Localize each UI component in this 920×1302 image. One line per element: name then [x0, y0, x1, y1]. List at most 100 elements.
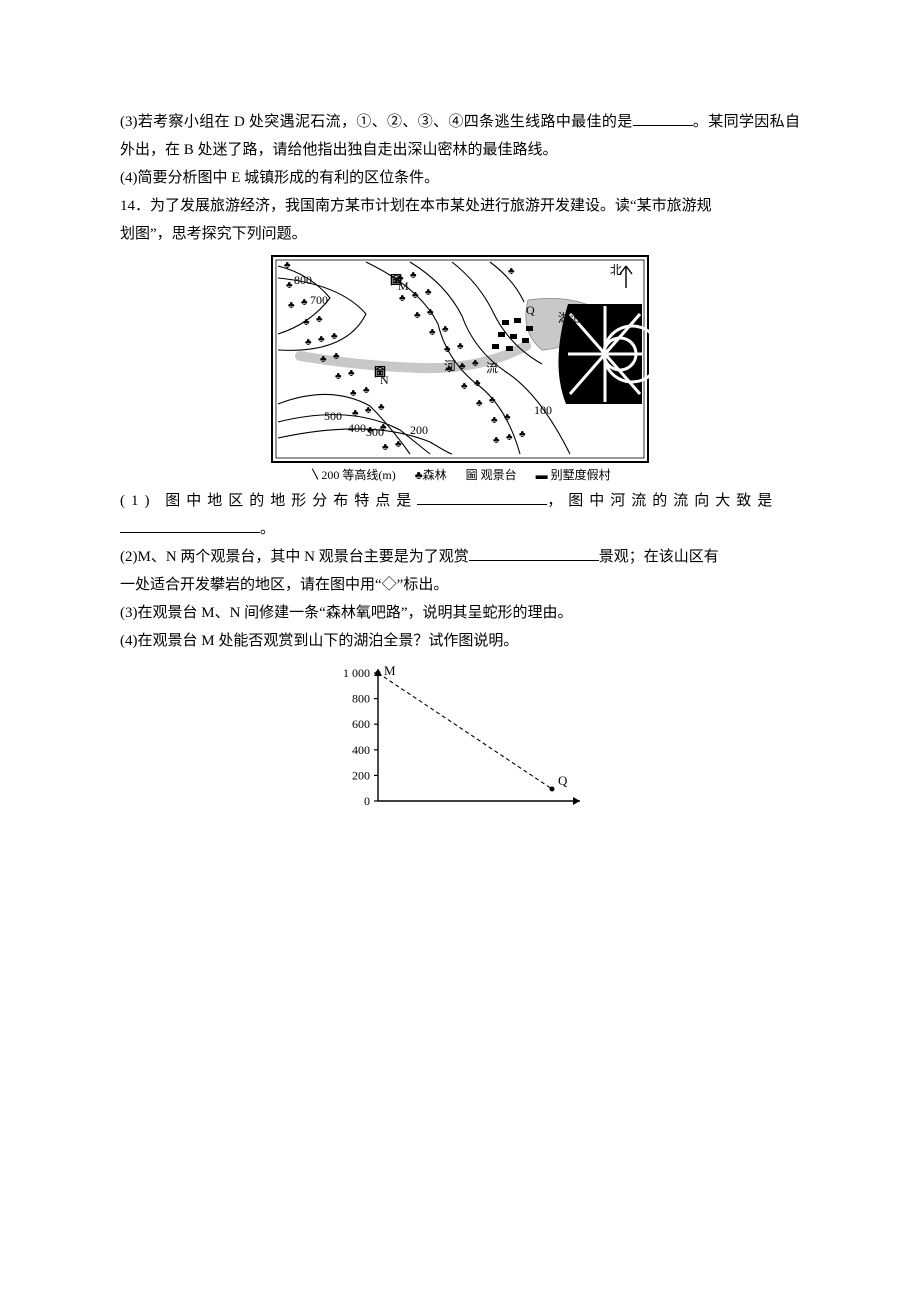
- q14-p2a-text: (2)M、N 两个观景台，其中 N 观景台主要是为了观赏: [120, 549, 469, 565]
- map-legend: 〵200 等高线(m) ♣森林 圙 观景台 ▬ 别墅度假村: [270, 466, 650, 483]
- map-figure: ♣ ♣ ♣ ♣ ♣ ♣ ♣ ♣ ♣ ♣ ♣ ♣ ♣ ♣ ♣ ♣ ♣ ♣ ♣ ♣ ♣ ♣ ♣ ♣ ♣ ♣ ♣ ♣ ♣ ♣ ♣ ♣ ♣ ♣ ♣ ♣ ♣ ♣ ♣ ♣…: [270, 254, 650, 483]
- q14-p4-text: (4)在观景台 M 处能否观赏到山下的湖泊全景？试作图说明。: [120, 633, 518, 649]
- legend-villa-text: 别墅度假村: [551, 468, 611, 482]
- q13-p4-text: (4)简要分析图中 E 城镇形成的有利的区位条件。: [120, 170, 439, 186]
- svg-text:♣: ♣: [461, 381, 468, 392]
- chart-figure-wrap: 0 200 400 600 800 1 000 M Q: [120, 661, 800, 826]
- q14-p1-line2: 。: [120, 515, 800, 543]
- svg-text:400: 400: [352, 743, 370, 757]
- svg-text:0: 0: [364, 794, 370, 808]
- svg-text:1 000: 1 000: [343, 666, 370, 680]
- svg-text:♣: ♣: [365, 405, 372, 416]
- svg-text:200: 200: [410, 423, 428, 437]
- svg-text:♣: ♣: [410, 270, 417, 281]
- svg-text:800: 800: [294, 273, 312, 287]
- svg-text:♣: ♣: [459, 361, 466, 372]
- svg-text:♣: ♣: [348, 368, 355, 379]
- svg-text:♣: ♣: [474, 378, 481, 389]
- svg-text:♣: ♣: [412, 290, 419, 301]
- q14-p1-blank1: [417, 487, 547, 505]
- q14-intro2-text: 划图”，思考探究下列问题。: [120, 226, 307, 242]
- q13-p3-text-a: (3)若考察小组在 D 处突遇泥石流，①、②、③、④四条逃生线路中最佳的是: [120, 114, 633, 130]
- svg-text:♣: ♣: [363, 385, 370, 396]
- q14-p2-line2: 一处适合开发攀岩的地区，请在图中用“◇”标出。: [120, 571, 800, 599]
- svg-text:♣: ♣: [504, 412, 511, 423]
- legend-contour: 〵200 等高线(m): [309, 466, 395, 483]
- svg-text:600: 600: [352, 717, 370, 731]
- svg-text:♣: ♣: [429, 327, 436, 338]
- svg-text:♣: ♣: [442, 324, 449, 335]
- q13-p3: (3)若考察小组在 D 处突遇泥石流，①、②、③、④四条逃生线路中最佳的是。某同…: [120, 108, 800, 164]
- q13-p4: (4)简要分析图中 E 城镇形成的有利的区位条件。: [120, 164, 800, 192]
- svg-text:♣: ♣: [288, 300, 295, 311]
- svg-text:北: 北: [610, 263, 622, 277]
- svg-text:湖泊: 湖泊: [558, 310, 582, 325]
- legend-viewpoint-text: 观景台: [481, 468, 517, 482]
- q14-p2c-text: 一处适合开发攀岩的地区，请在图中用“◇”标出。: [120, 577, 448, 593]
- q14-p4: (4)在观景台 M 处能否观赏到山下的湖泊全景？试作图说明。: [120, 627, 800, 655]
- svg-text:♣: ♣: [519, 429, 526, 440]
- svg-text:♣: ♣: [427, 307, 434, 318]
- legend-villa: ▬ 别墅度假村: [536, 466, 611, 483]
- svg-text:400: 400: [348, 421, 366, 435]
- svg-text:♣: ♣: [318, 334, 325, 345]
- svg-text:700: 700: [310, 293, 328, 307]
- svg-text:♣: ♣: [303, 317, 310, 328]
- svg-text:♣: ♣: [382, 442, 389, 453]
- svg-text:500: 500: [324, 409, 342, 423]
- svg-text:♣: ♣: [284, 260, 291, 271]
- svg-text:N: N: [380, 373, 389, 387]
- svg-text:♣: ♣: [286, 280, 293, 291]
- q14-intro1-text: 14．为了发展旅游经济，我国南方某市计划在本市某处进行旅游开发建设。读“某市旅游…: [120, 198, 712, 214]
- q14-p1c-text: 。: [260, 521, 275, 537]
- q14-p1-blank2: [120, 515, 260, 533]
- chart-figure: 0 200 400 600 800 1 000 M Q: [330, 661, 590, 821]
- svg-text:♣: ♣: [489, 395, 496, 406]
- svg-text:Q: Q: [526, 303, 535, 317]
- svg-text:200: 200: [352, 768, 370, 782]
- svg-text:♣: ♣: [508, 266, 515, 277]
- legend-viewpoint: 圙 观景台: [466, 466, 517, 483]
- svg-text:♣: ♣: [425, 287, 432, 298]
- svg-text:♣: ♣: [335, 371, 342, 382]
- svg-text:♣: ♣: [331, 331, 338, 342]
- q14-intro1: 14．为了发展旅游经济，我国南方某市计划在本市某处进行旅游开发建设。读“某市旅游…: [120, 192, 800, 220]
- q14-p2-line1: (2)M、N 两个观景台，其中 N 观景台主要是为了观赏 景观；在该山区有: [120, 543, 800, 571]
- svg-text:♣: ♣: [395, 439, 402, 450]
- svg-text:♣: ♣: [493, 435, 500, 446]
- svg-text:♣: ♣: [491, 415, 498, 426]
- map-svg: ♣ ♣ ♣ ♣ ♣ ♣ ♣ ♣ ♣ ♣ ♣ ♣ ♣ ♣ ♣ ♣ ♣ ♣ ♣ ♣ ♣ ♣ ♣ ♣ ♣ ♣ ♣ ♣ ♣ ♣ ♣ ♣ ♣ ♣ ♣ ♣ ♣ ♣ ♣ ♣…: [270, 254, 650, 464]
- q14-p1-line1: (1) 图中地区的地形分布特点是 ，图中河流的流向大致是: [120, 487, 800, 515]
- legend-forest-text: 森林: [423, 468, 447, 482]
- q14-p2b-text: 景观；在该山区有: [599, 549, 719, 565]
- svg-text:♣: ♣: [476, 398, 483, 409]
- svg-text:♣: ♣: [301, 297, 308, 308]
- q14-p3: (3)在观景台 M、N 间修建一条“森林氧吧路”，说明其呈蛇形的理由。: [120, 599, 800, 627]
- svg-text:河: 河: [444, 359, 456, 373]
- svg-text:♣: ♣: [352, 408, 359, 419]
- q14-p1b-text: ，图中河流的流向大致是: [547, 493, 778, 509]
- svg-text:800: 800: [352, 692, 370, 706]
- map-figure-wrap: ♣ ♣ ♣ ♣ ♣ ♣ ♣ ♣ ♣ ♣ ♣ ♣ ♣ ♣ ♣ ♣ ♣ ♣ ♣ ♣ ♣ ♣ ♣ ♣ ♣ ♣ ♣ ♣ ♣ ♣ ♣ ♣ ♣ ♣ ♣ ♣ ♣ ♣ ♣ ♣…: [120, 254, 800, 483]
- q14-intro2: 划图”，思考探究下列问题。: [120, 220, 800, 248]
- svg-text:♣: ♣: [457, 341, 464, 352]
- legend-contour-text: 200 等高线(m): [321, 468, 395, 482]
- svg-text:♣: ♣: [444, 344, 451, 355]
- svg-text:300: 300: [366, 425, 384, 439]
- svg-text:Q: Q: [558, 773, 568, 788]
- q14-p1a-text: (1) 图中地区的地形分布特点是: [120, 493, 417, 509]
- svg-text:♣: ♣: [378, 402, 385, 413]
- q13-p3-blank: [633, 108, 693, 126]
- svg-text:100: 100: [534, 403, 552, 417]
- svg-text:♣: ♣: [316, 314, 323, 325]
- svg-text:♣: ♣: [320, 354, 327, 365]
- svg-text:M: M: [384, 663, 396, 678]
- svg-text:♣: ♣: [350, 388, 357, 399]
- svg-text:♣: ♣: [506, 432, 513, 443]
- svg-text:♣: ♣: [305, 337, 312, 348]
- svg-text:流: 流: [486, 361, 498, 375]
- svg-text:♣: ♣: [472, 358, 479, 369]
- q14-p2-blank: [469, 543, 599, 561]
- svg-text:♣: ♣: [414, 310, 421, 321]
- legend-forest: ♣森林: [415, 466, 447, 483]
